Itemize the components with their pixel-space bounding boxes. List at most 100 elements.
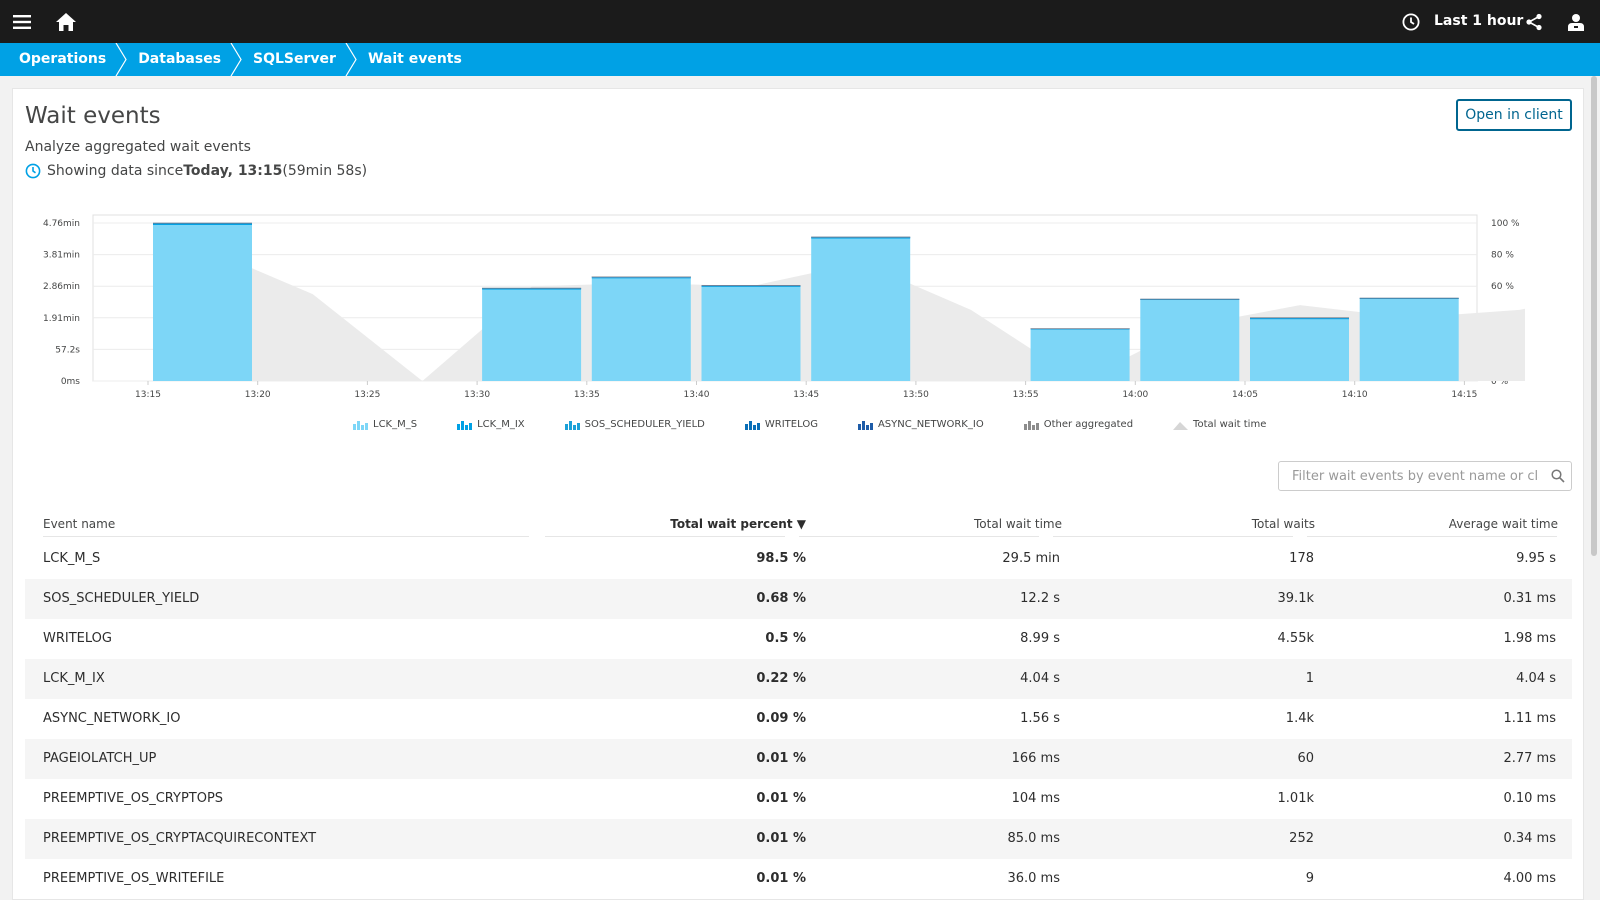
- average-wait-time-cell: 2.77 ms: [1503, 751, 1556, 766]
- bar-other-aggregated: [701, 285, 801, 286]
- breadcrumb-item-wait-events[interactable]: Wait events: [348, 43, 474, 76]
- menu-icon[interactable]: [10, 0, 34, 43]
- bar-sos-scheduler-yield: [701, 285, 801, 287]
- table-row[interactable]: LCK_M_S 98.5 % 29.5 min 178 9.95 s: [25, 539, 1572, 579]
- legend-item[interactable]: ASYNC_NETWORK_IO: [857, 419, 984, 430]
- header-divider: [545, 536, 785, 537]
- y-tick-label-left: 3.81min: [43, 251, 80, 261]
- column-header-total-wait-percent[interactable]: Total wait percent ▼: [670, 517, 806, 531]
- average-wait-time-cell: 4.04 s: [1516, 671, 1556, 686]
- breadcrumb-separator-icon: [230, 43, 242, 76]
- data-range-info: Showing data since Today, 13:15 (59min 5…: [25, 163, 367, 179]
- average-wait-time-cell: 1.98 ms: [1503, 631, 1556, 646]
- table-row[interactable]: LCK_M_IX 0.22 % 4.04 s 1 4.04 s: [25, 659, 1572, 699]
- total-wait-time-cell: 12.2 s: [1020, 591, 1060, 606]
- event-name-cell[interactable]: PREEMPTIVE_OS_WRITEFILE: [43, 871, 225, 886]
- total-wait-percent-cell: 0.22 %: [756, 671, 806, 686]
- header-divider: [1053, 536, 1293, 537]
- table-row[interactable]: PREEMPTIVE_OS_CRYPTACQUIRECONTEXT 0.01 % 8…: [25, 819, 1572, 859]
- table-row[interactable]: WRITELOG 0.5 % 8.99 s 4.55k 1.98 ms: [25, 619, 1572, 659]
- legend-label: LCK_M_IX: [477, 419, 525, 430]
- x-tick-label: 13:30: [464, 390, 490, 400]
- event-name-cell[interactable]: LCK_M_S: [43, 551, 101, 566]
- table-header: Event name Total wait percent ▼ Total wa…: [25, 509, 1572, 539]
- scrollbar[interactable]: [1591, 76, 1597, 556]
- breadcrumb-item-sqlserver[interactable]: SQLServer: [233, 43, 357, 76]
- x-tick-label: 13:25: [354, 390, 380, 400]
- table-row[interactable]: SOS_SCHEDULER_YIELD 0.68 % 12.2 s 39.1k 0.31…: [25, 579, 1572, 619]
- header-divider: [1307, 536, 1557, 537]
- average-wait-time-cell: 4.00 ms: [1503, 871, 1556, 886]
- bar-lck-m-s: [1359, 299, 1459, 381]
- bar-other-aggregated: [1250, 317, 1349, 318]
- chart-legend: LCK_M_S LCK_M_IX SOS_SCHEDULER_YIELD WRITEL…: [353, 419, 1266, 430]
- y-tick-label-right: 80 %: [1491, 251, 1514, 261]
- timeframe-selector[interactable]: Last 1 hour: [1434, 13, 1524, 29]
- column-header-event-name[interactable]: Event name: [43, 517, 116, 531]
- breadcrumb-item-operations[interactable]: Operations: [0, 43, 127, 76]
- column-header-total-wait-time[interactable]: Total wait time: [974, 517, 1062, 531]
- average-wait-time-cell: 0.10 ms: [1503, 791, 1556, 806]
- legend-item[interactable]: LCK_M_IX: [457, 419, 525, 430]
- total-waits-cell: 9: [1305, 871, 1314, 886]
- total-wait-percent-cell: 0.5 %: [765, 631, 806, 646]
- average-wait-time-cell: 1.11 ms: [1503, 711, 1556, 726]
- x-tick-label: 13:45: [793, 390, 819, 400]
- filter-field[interactable]: [1278, 461, 1572, 491]
- share-icon[interactable]: [1522, 0, 1546, 43]
- search-icon[interactable]: [1551, 469, 1565, 483]
- total-wait-time-cell: 29.5 min: [1002, 551, 1060, 566]
- legend-item[interactable]: Total wait time: [1173, 419, 1266, 430]
- x-tick-label: 13:35: [574, 390, 600, 400]
- wait-events-table: Event name Total wait percent ▼ Total wa…: [25, 509, 1572, 899]
- x-tick-label: 14:00: [1122, 390, 1148, 400]
- table-row[interactable]: PREEMPTIVE_OS_CRYPTOPS 0.01 % 104 ms 1.01k 0…: [25, 779, 1572, 819]
- user-icon[interactable]: [1564, 0, 1588, 43]
- table-row[interactable]: PREEMPTIVE_OS_WRITEFILE 0.01 % 36.0 ms 9 4.0…: [25, 859, 1572, 899]
- bar-sos-scheduler-yield: [1359, 298, 1459, 300]
- bar-chart-icon: [457, 420, 473, 430]
- event-name-cell[interactable]: SOS_SCHEDULER_YIELD: [43, 591, 200, 606]
- bar-sos-scheduler-yield: [1030, 328, 1130, 330]
- event-name-cell[interactable]: PREEMPTIVE_OS_CRYPTOPS: [43, 791, 224, 806]
- legend-label: WRITELOG: [764, 419, 818, 430]
- event-name-cell[interactable]: LCK_M_IX: [43, 671, 105, 686]
- event-name-cell[interactable]: PREEMPTIVE_OS_CRYPTACQUIRECONTEXT: [43, 831, 317, 846]
- main-panel: Wait events Analyze aggregated wait even…: [12, 88, 1584, 900]
- average-wait-time-cell: 9.95 s: [1516, 551, 1556, 566]
- clock-icon[interactable]: [1400, 0, 1422, 43]
- home-icon[interactable]: [53, 0, 79, 43]
- bar-sos-scheduler-yield: [153, 223, 252, 224]
- legend-item[interactable]: LCK_M_S: [353, 419, 417, 430]
- data-range-start: Today, 13:15: [183, 163, 283, 179]
- legend-label: SOS_SCHEDULER_YIELD: [584, 419, 705, 430]
- legend-label: Total wait time: [1193, 419, 1267, 430]
- event-name-cell[interactable]: WRITELOG: [43, 631, 112, 646]
- bar-sos-scheduler-yield: [1140, 299, 1240, 301]
- x-tick-label: 13:55: [1013, 390, 1039, 400]
- total-wait-time-cell: 166 ms: [1011, 751, 1060, 766]
- breadcrumb-label: SQLServer: [253, 51, 336, 67]
- breadcrumb-item-databases[interactable]: Databases: [118, 43, 242, 76]
- total-waits-cell: 4.55k: [1277, 631, 1314, 646]
- table-row[interactable]: PAGEIOLATCH_UP 0.01 % 166 ms 60 2.77 ms: [25, 739, 1572, 779]
- total-wait-percent-cell: 0.09 %: [756, 711, 806, 726]
- y-tick-label-right: 0 %: [1491, 377, 1509, 387]
- legend-item[interactable]: Other aggregated: [1023, 419, 1133, 430]
- x-tick-label: 13:50: [903, 390, 929, 400]
- legend-item[interactable]: WRITELOG: [744, 419, 818, 430]
- y-tick-label-left: 4.76min: [43, 219, 80, 229]
- x-tick-label: 13:15: [135, 390, 161, 400]
- filter-input[interactable]: [1279, 462, 1539, 490]
- event-name-cell[interactable]: ASYNC_NETWORK_IO: [43, 711, 181, 726]
- total-waits-cell: 178: [1289, 551, 1314, 566]
- table-row[interactable]: ASYNC_NETWORK_IO 0.09 % 1.56 s 1.4k 1.11 ms: [25, 699, 1572, 739]
- column-header-total-waits[interactable]: Total waits: [1251, 517, 1315, 531]
- column-header-average-wait-time[interactable]: Average wait time: [1448, 517, 1558, 531]
- legend-item[interactable]: SOS_SCHEDULER_YIELD: [564, 419, 705, 430]
- bar-chart-icon: [1023, 420, 1039, 430]
- total-waits-cell: 1: [1305, 671, 1314, 686]
- total-waits-cell: 60: [1297, 751, 1314, 766]
- open-in-client-button[interactable]: Open in client: [1456, 99, 1572, 131]
- event-name-cell[interactable]: PAGEIOLATCH_UP: [43, 751, 157, 766]
